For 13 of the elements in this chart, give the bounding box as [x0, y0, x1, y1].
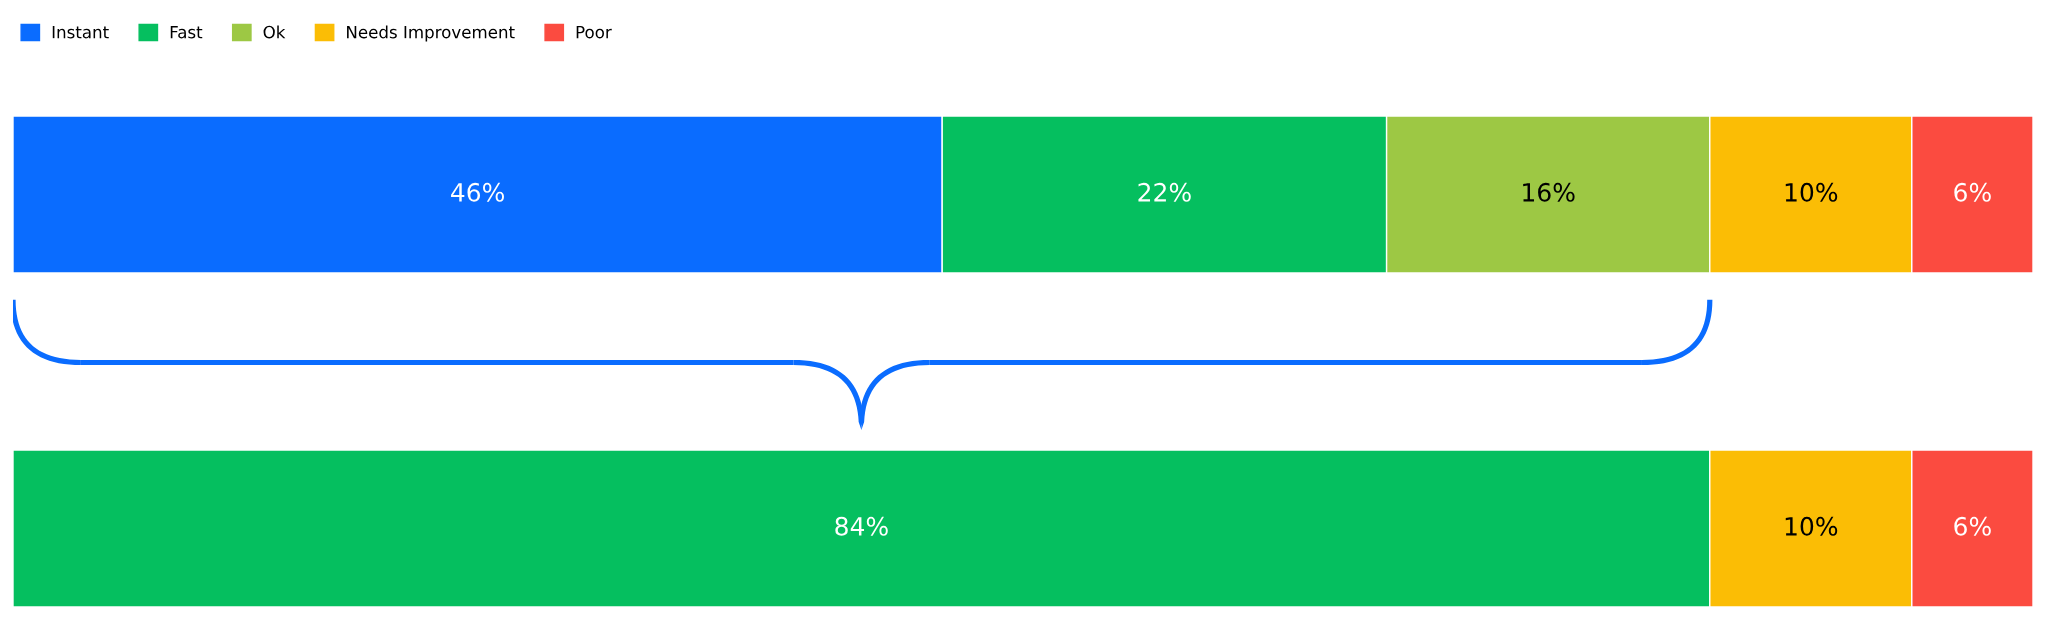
data-label: 6% — [1954, 182, 1991, 202]
legend-label: Needs Improvement — [347, 25, 515, 42]
data-label: 6% — [1954, 516, 1991, 536]
legend-label: Fast — [170, 26, 203, 39]
data-label: 16% — [1523, 182, 1575, 202]
data-label: 84% — [835, 516, 888, 536]
legend-label: Ok — [263, 25, 286, 39]
data-label: 46% — [451, 182, 504, 202]
data-label: 22% — [1138, 182, 1191, 202]
legend-label: Instant — [52, 26, 109, 39]
legend-label: Poor — [576, 26, 612, 39]
data-label: 10% — [1785, 182, 1838, 202]
data-label: 10% — [1785, 516, 1838, 536]
